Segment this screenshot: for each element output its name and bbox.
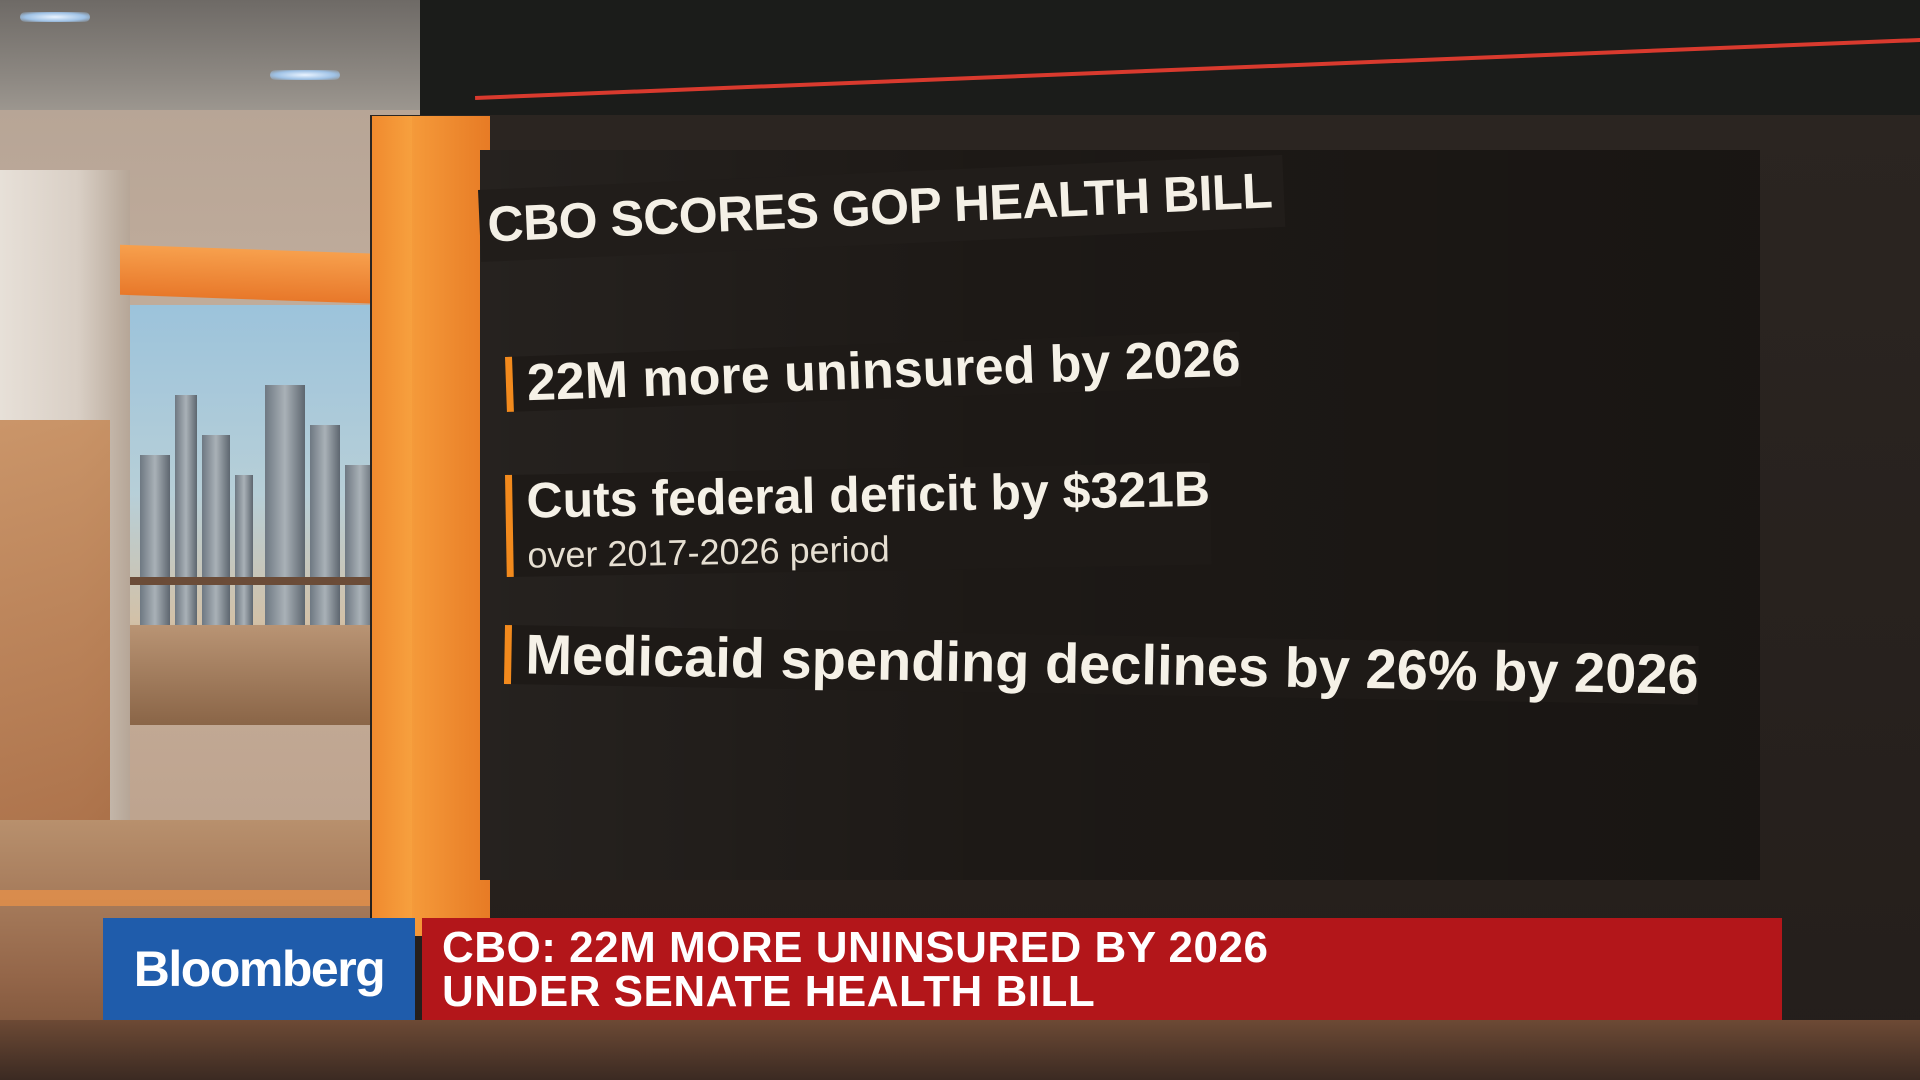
stat-text: Cuts federal deficit by $321B — [525, 460, 1211, 529]
headline-line-2: UNDER SENATE HEALTH BILL — [442, 967, 1096, 1016]
lower-third-headline: CBO: 22M MORE UNINSURED BY 2026 UNDER SE… — [422, 918, 1782, 1020]
brand-wordmark: Bloomberg — [133, 941, 386, 997]
skyline-building — [235, 475, 253, 625]
stat-item: Cuts federal deficit by $321B over 2017-… — [505, 460, 1212, 577]
foreground-floor — [0, 1020, 1920, 1080]
river — [130, 625, 380, 725]
ceiling-light — [20, 12, 90, 22]
headline-line-1: CBO: 22M MORE UNINSURED BY 2026 — [442, 923, 1269, 972]
lower-third: Bloomberg CBO: 22M MORE UNINSURED BY 202… — [0, 918, 1920, 1020]
city-skyline-window — [130, 305, 380, 725]
skyline-building — [140, 455, 170, 625]
orange-panel-face — [412, 116, 490, 936]
bloomberg-logo: Bloomberg — [103, 918, 415, 1020]
skyline-building — [265, 385, 305, 625]
skyline-building — [202, 435, 230, 625]
ceiling-light — [270, 70, 340, 80]
skyline-building — [310, 425, 340, 625]
bridge — [130, 577, 380, 585]
foreground-building — [0, 420, 110, 820]
orange-side-panel — [372, 116, 490, 936]
skyline-building — [175, 395, 197, 625]
